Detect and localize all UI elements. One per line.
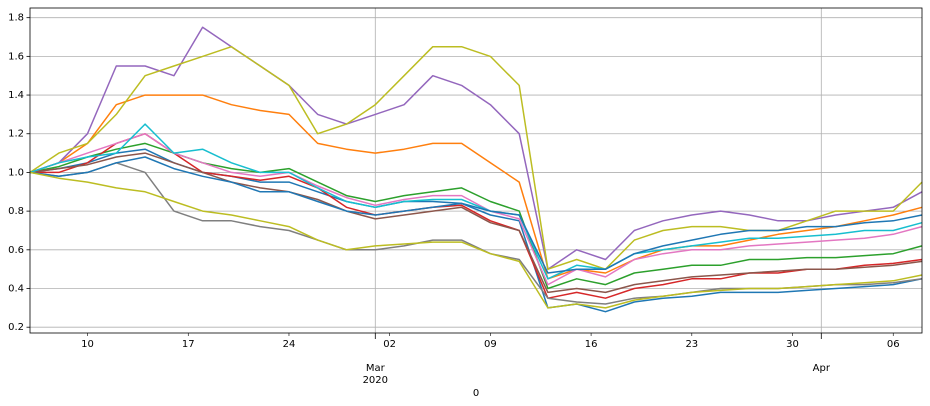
x-major-label: Mar [366, 363, 386, 374]
series-line [29, 152, 923, 294]
series-line [29, 94, 923, 280]
x-axis-label: 0 [473, 388, 479, 399]
x-tick-label: 06 [887, 339, 900, 350]
x-tick-label: 10 [81, 339, 94, 350]
x-major-label: Apr [813, 363, 831, 374]
y-tick-label: 1.2 [8, 129, 24, 140]
x-tick-label: 16 [585, 339, 598, 350]
y-tick-label: 1.0 [8, 167, 24, 178]
y-tick-label: 0.2 [8, 322, 24, 333]
x-tick-label: 17 [182, 339, 195, 350]
y-tick-label: 0.6 [8, 245, 24, 256]
x-tick-label: 02 [383, 339, 396, 350]
x-major-sublabel: 2020 [363, 375, 388, 386]
x-tick-label: 24 [283, 339, 296, 350]
series-line [29, 123, 923, 280]
y-tick-label: 1.4 [8, 90, 24, 101]
x-tick-label: 23 [685, 339, 698, 350]
plot-frame [29, 7, 923, 334]
series-line [29, 171, 923, 309]
y-tick-label: 1.6 [8, 51, 24, 62]
y-tick-label: 1.8 [8, 13, 24, 24]
series-line [30, 132, 923, 299]
x-tick-label: 09 [484, 339, 497, 350]
x-tick-label: 30 [786, 339, 799, 350]
series-line [29, 156, 923, 274]
series-line [29, 26, 923, 270]
series-line [29, 132, 923, 286]
y-tick-label: 0.4 [8, 284, 24, 295]
y-tick-label: 0.8 [8, 206, 24, 217]
